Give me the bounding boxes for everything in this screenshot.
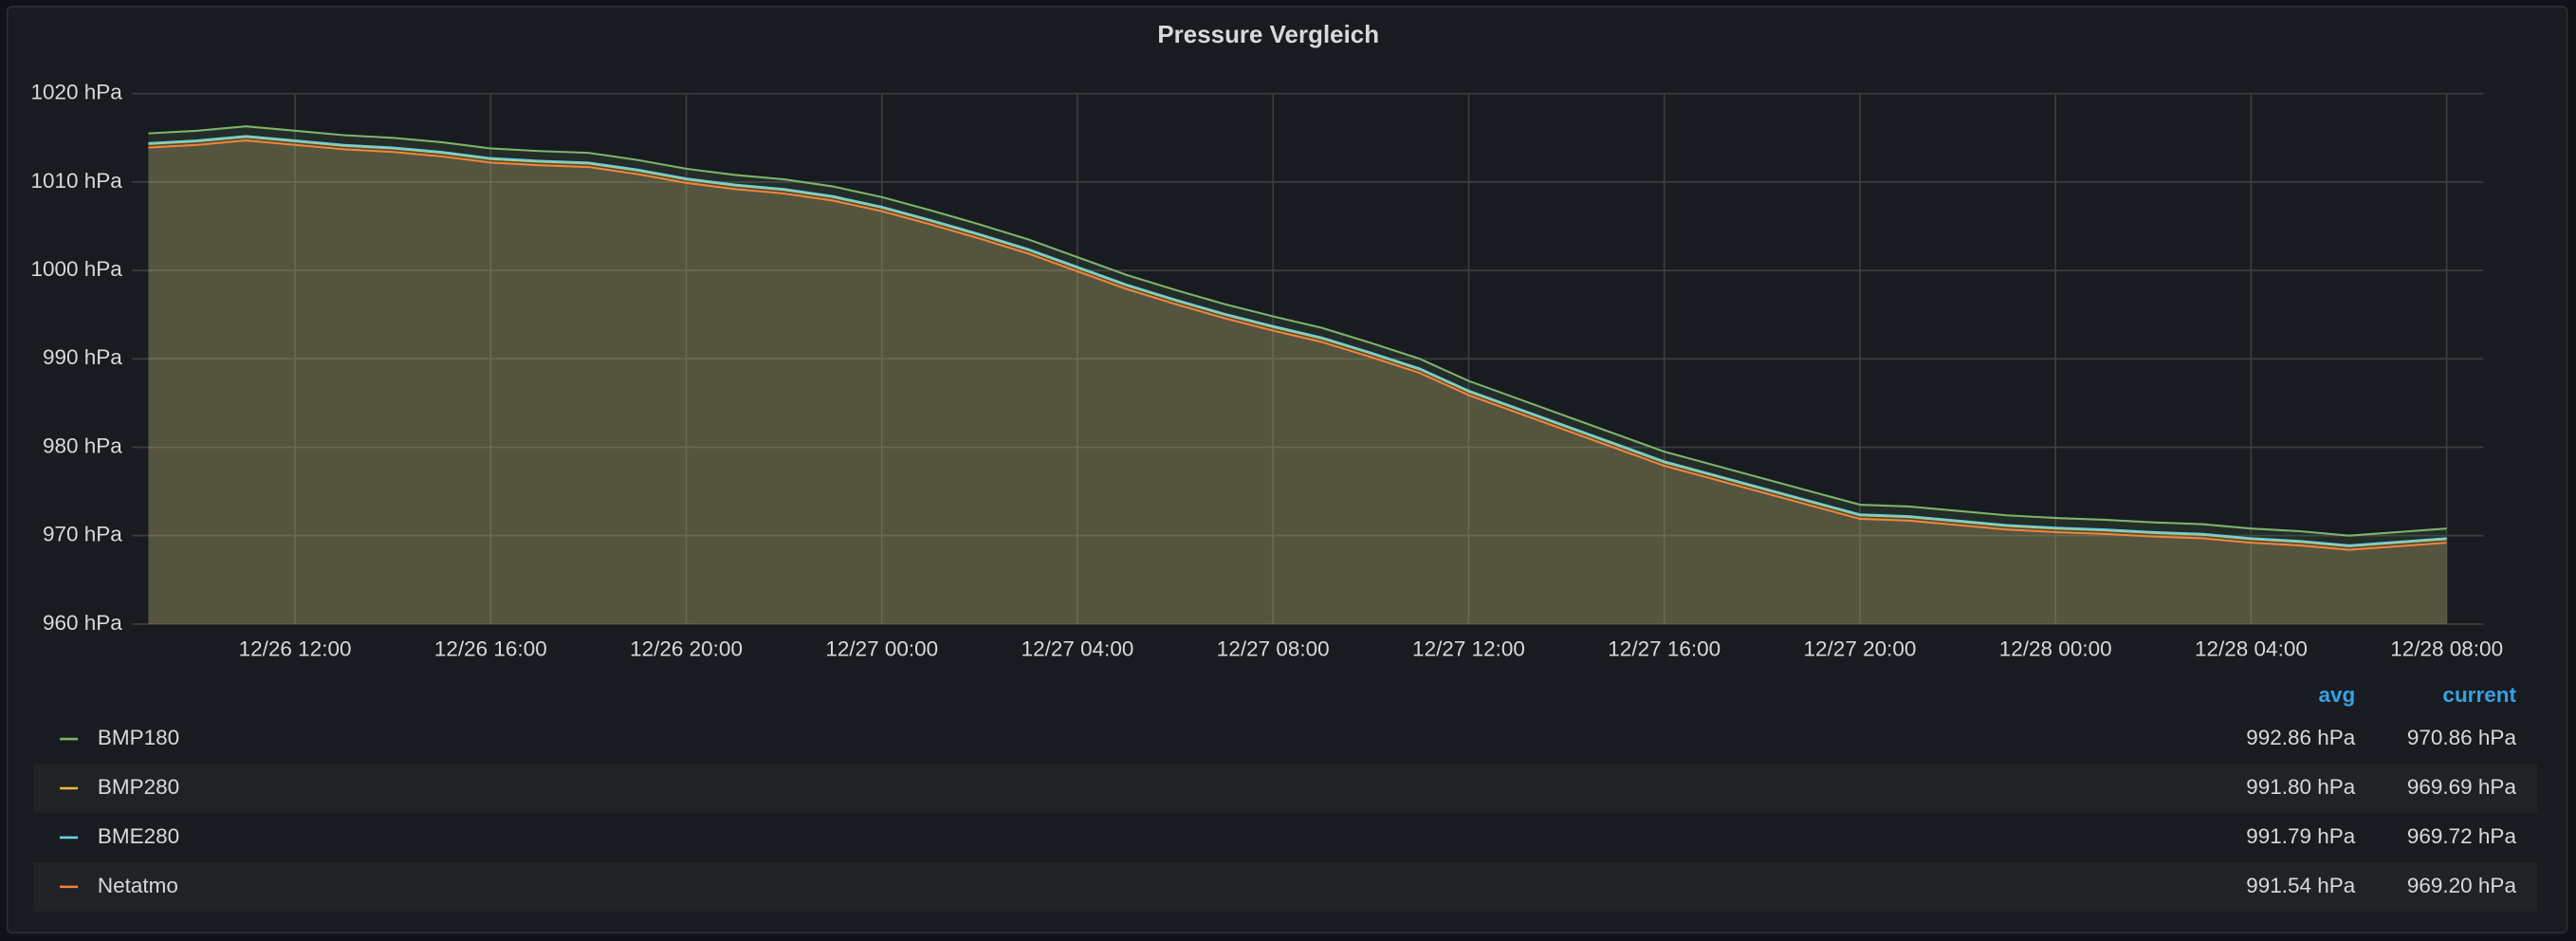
x-tick-label: 12/28 00:00 — [1999, 637, 2112, 661]
series-area — [148, 126, 2447, 624]
legend-row — [33, 812, 2538, 862]
x-tick-label: 12/26 16:00 — [434, 637, 547, 661]
x-tick-label: 12/26 12:00 — [239, 637, 352, 661]
series-area — [148, 140, 2447, 624]
series-area — [148, 137, 2447, 624]
legend-column-header: current — [2442, 683, 2516, 707]
x-tick-label: 12/27 20:00 — [1804, 637, 1917, 661]
x-tick-label: 12/28 08:00 — [2390, 637, 2503, 661]
x-tick-label: 12/27 08:00 — [1217, 637, 1330, 661]
legend-value: 991.79 hPa — [2246, 824, 2356, 848]
y-tick-label: 970 hPa — [43, 523, 122, 546]
y-tick-label: 980 hPa — [43, 434, 122, 457]
series-area — [148, 136, 2447, 624]
series-line — [148, 139, 2447, 551]
x-tick-label: 12/27 16:00 — [1608, 637, 1720, 661]
series-line — [148, 135, 2447, 546]
legend-row — [33, 714, 2538, 765]
legend-value: 969.72 hPa — [2407, 824, 2517, 848]
legend-row — [33, 764, 2538, 813]
x-tick-label: 12/27 12:00 — [1412, 637, 1525, 661]
y-tick-label: 1010 hPa — [30, 169, 122, 193]
legend-value: 991.54 hPa — [2246, 874, 2356, 897]
x-tick-label: 12/27 04:00 — [1021, 637, 1134, 661]
y-tick-label: 990 hPa — [43, 345, 122, 369]
panel — [6, 6, 2568, 934]
chart-title: Pressure Vergleich — [1157, 20, 1379, 48]
x-tick-label: 12/26 20:00 — [630, 637, 743, 661]
legend-value: 969.69 hPa — [2407, 775, 2517, 799]
y-tick-label: 960 hPa — [43, 611, 122, 635]
legend-label: BMP180 — [98, 726, 179, 749]
legend-value: 969.20 hPa — [2407, 874, 2517, 897]
legend-value: 970.86 hPa — [2407, 726, 2517, 749]
series-line — [148, 125, 2447, 537]
legend-label: BMP280 — [98, 775, 179, 799]
y-tick-label: 1020 hPa — [30, 81, 122, 104]
legend-label: Netatmo — [98, 874, 178, 897]
x-tick-label: 12/27 00:00 — [825, 637, 938, 661]
legend-label: BME280 — [98, 824, 179, 848]
legend-value: 992.86 hPa — [2246, 726, 2356, 749]
legend-row — [33, 861, 2538, 912]
legend-value: 991.80 hPa — [2246, 775, 2356, 799]
x-tick-label: 12/28 04:00 — [2195, 637, 2308, 661]
y-tick-label: 1000 hPa — [30, 257, 122, 281]
legend-column-header: avg — [2319, 683, 2356, 707]
